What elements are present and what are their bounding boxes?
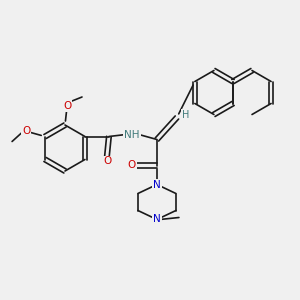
Text: O: O	[128, 160, 136, 170]
Text: O: O	[22, 127, 30, 136]
Text: N: N	[153, 214, 161, 224]
Text: O: O	[104, 157, 112, 166]
Text: O: O	[63, 101, 71, 111]
Text: N: N	[153, 179, 161, 190]
Text: NH: NH	[124, 130, 140, 140]
Text: N: N	[153, 179, 161, 190]
Text: N: N	[153, 214, 161, 224]
Text: NH: NH	[124, 130, 140, 140]
Text: H: H	[182, 110, 190, 119]
Text: O: O	[104, 157, 112, 166]
Text: O: O	[22, 127, 30, 136]
Text: O: O	[63, 101, 71, 111]
Text: H: H	[182, 110, 190, 119]
Text: O: O	[128, 160, 136, 170]
